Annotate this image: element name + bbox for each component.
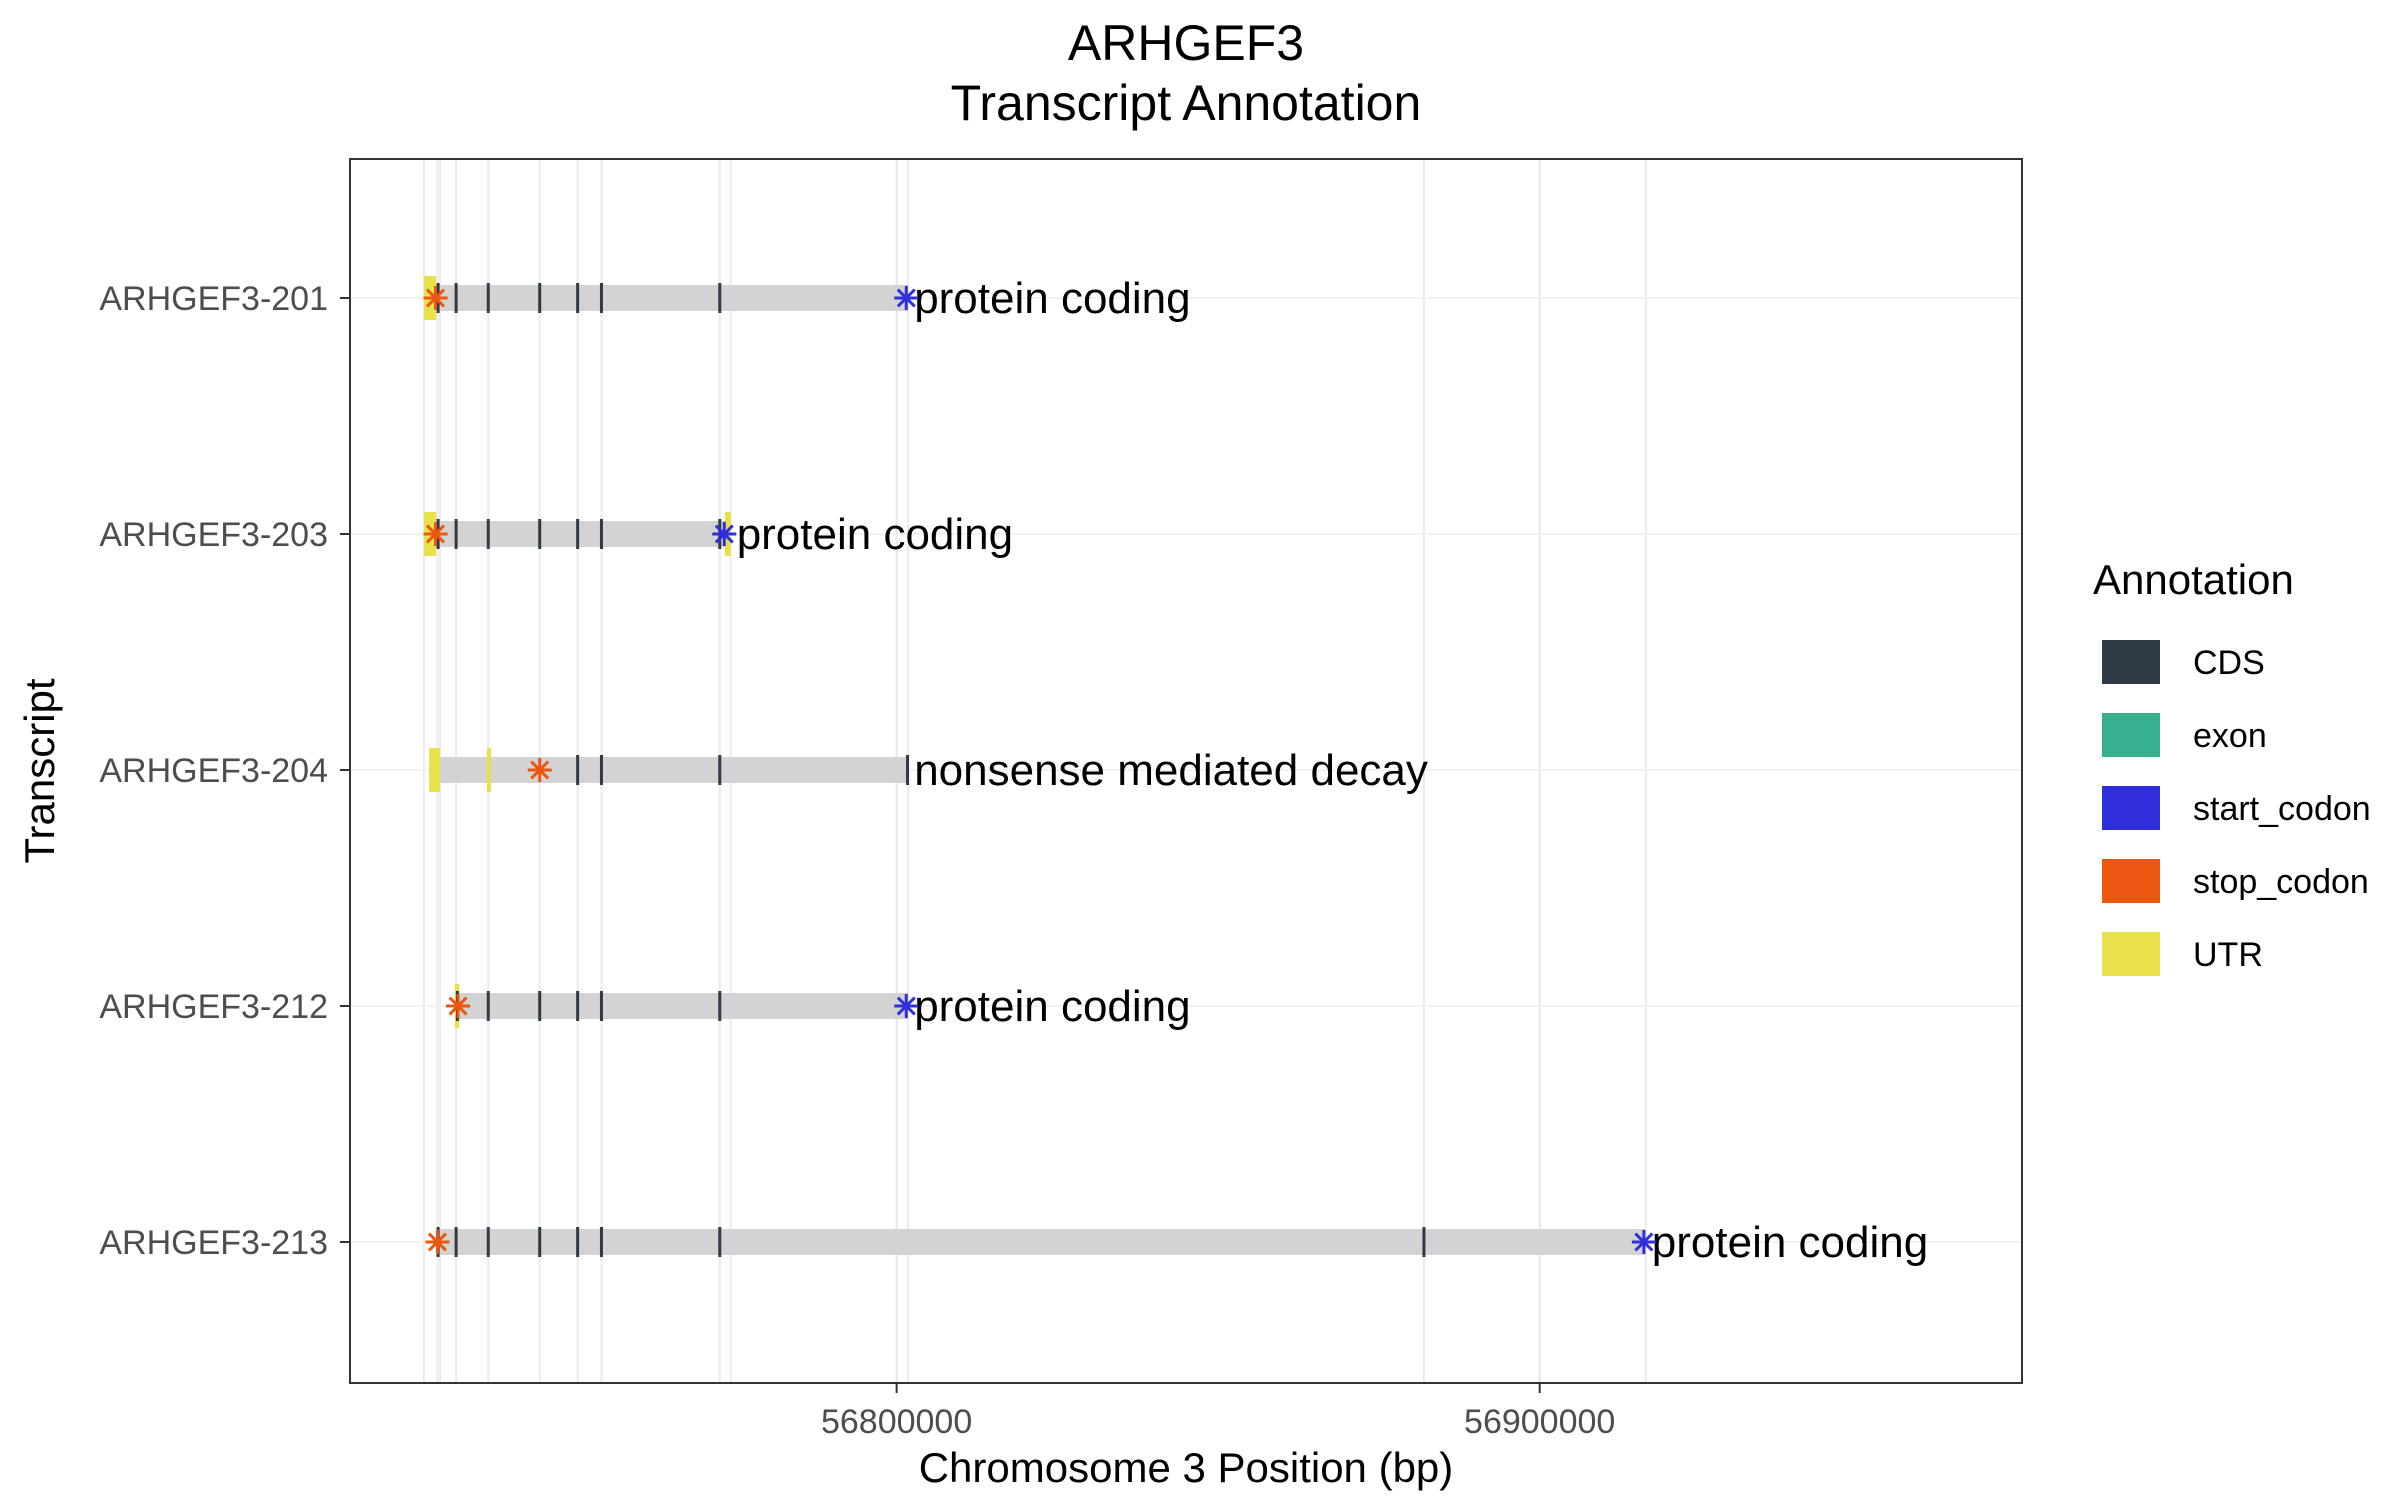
cds-segment <box>599 755 603 785</box>
start-codon-marker <box>712 522 737 546</box>
cds-segment <box>718 1227 722 1257</box>
transcript-ARHGEF3-201: protein coding <box>423 274 1191 323</box>
cds-segment <box>718 283 722 313</box>
stop-codon-marker <box>446 994 471 1018</box>
cds-segment <box>538 991 542 1021</box>
legend-swatch-stop_codon <box>2102 859 2160 903</box>
plot-marks: protein coding protein coding nonsense med… <box>423 274 1928 1267</box>
biotype-label: nonsense mediated decay <box>914 746 1428 795</box>
transcript-track <box>429 757 909 783</box>
cds-segment <box>486 519 490 549</box>
stop-codon-marker <box>423 286 448 310</box>
legend-swatch-CDS <box>2102 640 2160 684</box>
cds-segment <box>906 755 910 785</box>
legend-label-exon: exon <box>2193 717 2267 755</box>
cds-segment <box>486 283 490 313</box>
biotype-label: protein coding <box>914 982 1190 1031</box>
biotype-label: protein coding <box>1652 1218 1928 1267</box>
utr-segment <box>429 748 441 792</box>
biotype-label: protein coding <box>914 274 1190 323</box>
transcript-ARHGEF3-213: protein coding <box>436 1218 1928 1267</box>
legend-swatch-UTR <box>2102 932 2160 976</box>
cds-segment <box>599 283 603 313</box>
chart-subtitle: Transcript Annotation <box>951 75 1422 131</box>
cds-segment <box>599 519 603 549</box>
biotype-label: protein coding <box>737 510 1013 559</box>
y-axis-title: Transcript <box>16 678 63 863</box>
cds-segment <box>1422 1227 1426 1257</box>
chart-title: ARHGEF3 <box>1068 15 1304 71</box>
stop-codon-marker <box>423 522 448 546</box>
cds-segment <box>486 991 490 1021</box>
cds-segment <box>576 519 580 549</box>
transcript-ARHGEF3-212: protein coding <box>454 982 1191 1031</box>
cds-segment <box>718 991 722 1021</box>
x-axis-title: Chromosome 3 Position (bp) <box>919 1444 1454 1491</box>
stop-codon-marker <box>527 758 552 782</box>
cds-segment <box>454 519 458 549</box>
transcript-track <box>454 993 909 1019</box>
legend-title: Annotation <box>2093 556 2294 603</box>
y-tick-label: ARHGEF3-201 <box>99 280 328 318</box>
cds-segment <box>454 1227 458 1257</box>
transcript-track <box>423 285 909 311</box>
cds-segment <box>538 1227 542 1257</box>
cds-segment <box>486 1227 490 1257</box>
cds-segment <box>599 991 603 1021</box>
transcript-ARHGEF3-204: nonsense mediated decay <box>429 746 1428 795</box>
cds-segment <box>576 283 580 313</box>
cds-segment <box>454 283 458 313</box>
legend-label-UTR: UTR <box>2193 936 2263 974</box>
legend-label-start_codon: start_codon <box>2193 790 2371 828</box>
cds-segment <box>538 283 542 313</box>
cds-segment <box>538 519 542 549</box>
cds-segment <box>718 755 722 785</box>
legend-label-stop_codon: stop_codon <box>2193 863 2369 901</box>
start-codon-marker <box>894 994 919 1018</box>
cds-segment <box>576 755 580 785</box>
cds-segment <box>576 1227 580 1257</box>
y-tick-label: ARHGEF3-213 <box>99 1224 328 1262</box>
start-codon-marker <box>1631 1230 1656 1254</box>
cds-segment <box>576 991 580 1021</box>
start-codon-marker <box>894 286 919 310</box>
cds-segment <box>599 1227 603 1257</box>
stop-codon-marker <box>425 1230 450 1254</box>
legend-swatch-start_codon <box>2102 786 2160 830</box>
transcript-track <box>437 1229 1646 1255</box>
x-tick-label: 56800000 <box>821 1403 972 1441</box>
y-tick-label: ARHGEF3-212 <box>99 988 328 1026</box>
utr-segment <box>486 748 491 792</box>
legend: Annotation CDS exon start_codon stop_codon U… <box>2093 556 2371 976</box>
legend-label-CDS: CDS <box>2193 644 2265 682</box>
legend-swatch-exon <box>2102 713 2160 757</box>
y-tick-label: ARHGEF3-204 <box>99 752 328 790</box>
y-tick-label: ARHGEF3-203 <box>99 516 328 554</box>
axes: ARHGEF3-213 ARHGEF3-212 ARHGEF3-204 ARHGEF3… <box>99 280 1615 1441</box>
x-tick-label: 56900000 <box>1464 1403 1615 1441</box>
